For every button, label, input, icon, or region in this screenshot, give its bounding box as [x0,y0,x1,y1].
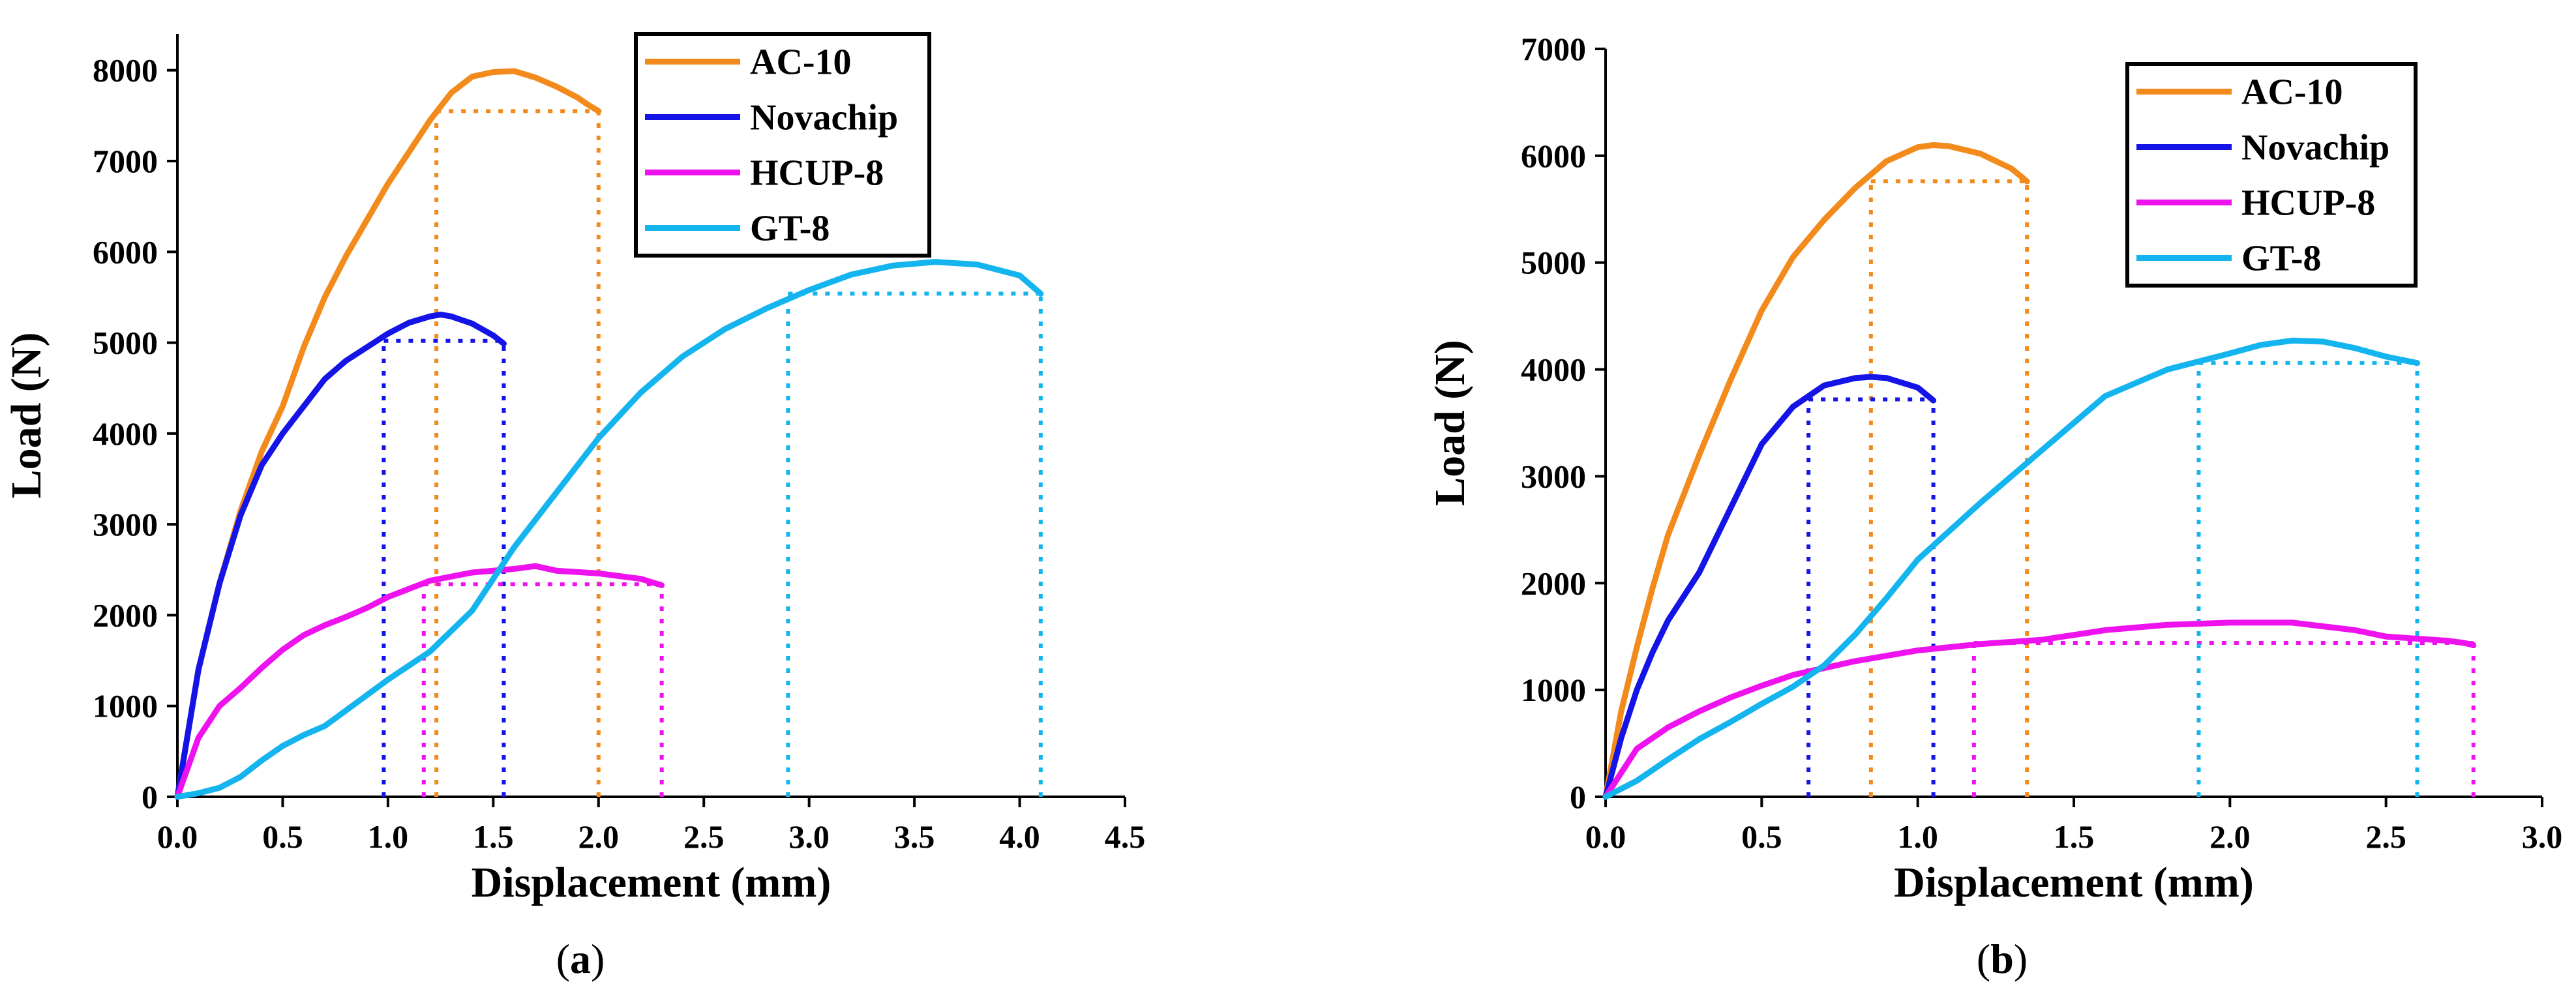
series-line-ac-10 [1602,142,2030,800]
legend-label: AC-10 [750,42,852,83]
panel-label: (b) [1977,936,2028,982]
x-tick-label: 3.0 [2522,818,2563,855]
legend: AC-10 Novachip HCUP-8 GT-8 [634,32,931,258]
x-tick-label: 0.0 [157,818,198,855]
legend-box [634,32,931,258]
legend-box [2125,62,2418,288]
y-tick-label: 7000 [93,143,158,179]
x-tick-label: 4.0 [999,818,1040,855]
y-tick-label: 2000 [1521,565,1586,601]
y-tick-label: 1000 [93,688,158,724]
legend-label: HCUP-8 [750,153,884,194]
y-tick-label: 5000 [93,325,158,361]
panel-a: 0.0 0.5 1.0 1.5 2.0 2.5 3.0 3.5 4.0 4.5 0 1000 2000 3… [3,32,1146,982]
y-axis-title: Load (N) [1426,340,1474,506]
x-tick-label: 1.0 [1897,818,1938,855]
y-tick-label: 0 [142,779,158,815]
series-line-gt-8 [174,259,1044,800]
x-tick-label: 0.0 [1585,818,1626,855]
x-tick-label: 2.0 [578,818,620,855]
series-line-novachip [1602,374,1937,800]
x-tick-label: 3.0 [788,818,830,855]
series-line-hcup-8 [174,563,665,800]
x-tick-label: 1.0 [368,818,409,855]
x-tick-label: 0.5 [262,818,303,855]
series-line-novachip [174,311,507,800]
y-tick-label: 7000 [1521,31,1586,67]
y-tick-label: 6000 [93,233,158,270]
y-tick-label: 4000 [1521,351,1586,388]
x-axis-title: Displacement (mm) [1894,859,2254,906]
y-tick-label: 2000 [93,597,158,633]
x-tick-label: 2.5 [683,818,725,855]
x-tick-label: 1.5 [2054,818,2095,855]
legend-label: Novachip [2241,128,2389,168]
series-line-gt-8 [1602,337,2420,800]
x-tick-label: 1.5 [473,818,514,855]
y-tick-label: 5000 [1521,245,1586,281]
y-tick-label: 0 [1570,779,1586,815]
y-tick-label: 1000 [1521,672,1586,708]
legend-label: Novachip [750,98,898,138]
x-tick-label: 4.5 [1105,818,1146,855]
y-tick-label: 6000 [1521,138,1586,174]
series-line-ac-10 [174,68,602,800]
legend-label: GT-8 [2241,239,2321,279]
panel-b: 0.0 0.5 1.0 1.5 2.0 2.5 3.0 0 1000 2000 3000 4000 50… [1426,31,2562,982]
x-tick-label: 2.0 [2209,818,2251,855]
x-tick-label: 0.5 [1741,818,1782,855]
panel-label: (a) [556,936,605,982]
x-axis-title: Displacement (mm) [472,859,831,906]
x-tick-label: 2.5 [2365,818,2406,855]
legend-label: HCUP-8 [2241,183,2375,224]
y-tick-label: 8000 [93,52,158,89]
legend: AC-10 Novachip HCUP-8 GT-8 [2125,62,2418,288]
y-tick-label: 3000 [93,506,158,543]
series-line-hcup-8 [1602,619,2477,800]
legend-label: GT-8 [750,209,830,249]
y-axis-title: Load (N) [3,333,50,499]
y-tick-label: 4000 [93,415,158,452]
x-tick-label: 3.5 [894,818,935,855]
y-tick-label: 3000 [1521,458,1586,494]
legend-label: AC-10 [2241,72,2343,113]
